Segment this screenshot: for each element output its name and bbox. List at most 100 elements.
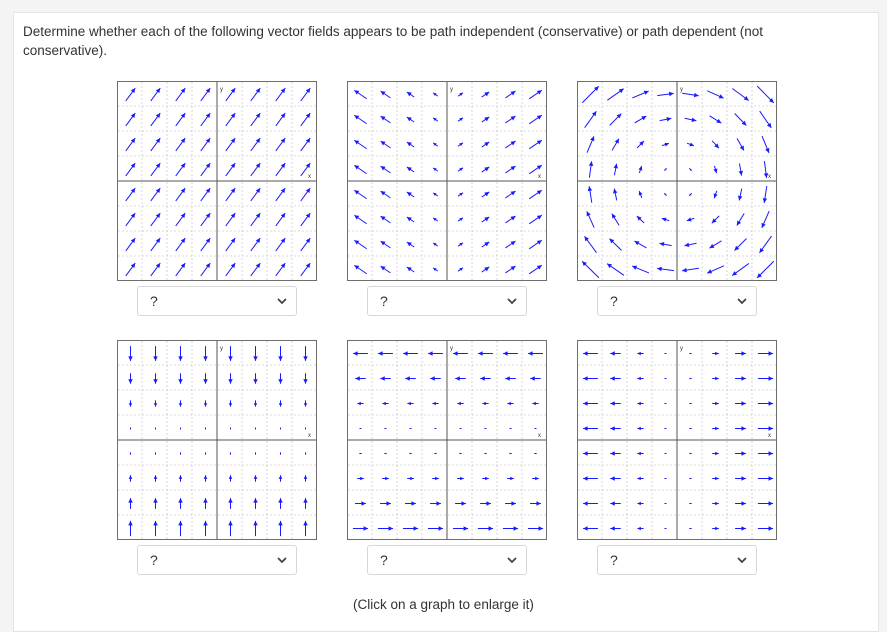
- vector-arrowhead: [280, 263, 286, 269]
- vector-arrowhead: [459, 142, 464, 147]
- vector-arrowhead: [228, 403, 233, 407]
- vector-field-plot-1: yx: [118, 82, 316, 280]
- answer-select-2[interactable]: ?: [367, 286, 527, 316]
- vector-arrowhead: [255, 213, 261, 219]
- vector-arrowhead: [254, 428, 257, 430]
- x-axis-label: x: [768, 174, 771, 180]
- vector-arrowhead: [536, 90, 542, 95]
- vector-arrowhead: [689, 193, 692, 196]
- vector-arrowhead: [690, 527, 692, 530]
- vector-arrowhead: [129, 452, 132, 454]
- vector-arrowhead: [153, 379, 158, 384]
- vector-arrowhead: [154, 452, 157, 454]
- vector-arrowhead: [534, 427, 536, 430]
- vector-arrowhead: [230, 238, 236, 244]
- vector-arrowhead: [610, 401, 615, 406]
- vector-arrowhead: [768, 376, 774, 381]
- vector-arrowhead: [664, 477, 666, 480]
- vector-arrowhead: [228, 356, 233, 361]
- vector-arrowhead: [761, 222, 766, 228]
- vector-arrowhead: [255, 188, 261, 194]
- vector-arrowhead: [513, 526, 519, 531]
- vector-arrowhead: [478, 351, 483, 356]
- vector-arrowhead: [303, 498, 308, 503]
- vector-arrowhead: [587, 186, 593, 192]
- vector-arrowhead: [354, 215, 360, 220]
- vector-arrowhead: [203, 403, 208, 407]
- vector-arrowhead: [253, 403, 258, 407]
- vector-arrowhead: [484, 241, 490, 247]
- vector-arrowhead: [638, 191, 643, 196]
- vector-arrowhead: [763, 173, 769, 178]
- vector-arrowhead: [690, 427, 692, 430]
- vector-arrowhead: [686, 217, 692, 222]
- vector-arrowhead: [510, 166, 516, 171]
- vector-arrowhead: [768, 401, 774, 406]
- vector-arrowhead: [768, 476, 774, 481]
- vector-arrowhead: [155, 263, 161, 269]
- answer-select-4[interactable]: ?: [137, 545, 297, 575]
- vector-arrowhead: [713, 168, 718, 174]
- vector-arrowhead: [715, 376, 719, 381]
- vector-arrowhead: [510, 452, 512, 455]
- vector-arrowhead: [203, 475, 208, 479]
- vector-arrowhead: [713, 193, 718, 199]
- vector-arrowhead: [715, 426, 719, 431]
- vector-arrowhead: [484, 141, 490, 147]
- answer-select-5[interactable]: ?: [367, 545, 527, 575]
- vector-arrowhead: [436, 501, 441, 506]
- vector-arrowhead: [354, 115, 360, 120]
- vector-arrowhead: [536, 265, 542, 270]
- answer-select-3[interactable]: ?: [597, 286, 757, 316]
- vector-arrowhead: [406, 141, 412, 147]
- vector-arrowhead: [178, 403, 183, 407]
- vector-arrowhead: [738, 170, 744, 176]
- vector-arrowhead: [664, 527, 666, 530]
- vector-arrowhead: [354, 190, 360, 195]
- vector-arrowhead: [155, 238, 161, 244]
- vector-arrowhead: [590, 136, 595, 142]
- vector-arrowhead: [406, 191, 412, 197]
- vector-arrowhead: [405, 376, 410, 381]
- vector-arrowhead: [178, 520, 183, 526]
- vector-arrowhead: [279, 428, 282, 430]
- vector-arrowhead: [637, 351, 641, 356]
- vector-arrowhead: [179, 452, 182, 454]
- vector-arrowhead: [510, 141, 516, 146]
- chevron-down-icon: [737, 557, 747, 564]
- vector-arrowhead: [480, 376, 485, 381]
- vector-arrowhead: [637, 401, 641, 406]
- vector-arrowhead: [380, 116, 386, 121]
- vector-arrowhead: [203, 520, 208, 526]
- vector-arrowhead: [380, 141, 386, 146]
- vector-arrowhead: [406, 241, 412, 247]
- vector-arrowhead: [689, 168, 692, 171]
- answer-select-1[interactable]: ?: [137, 286, 297, 316]
- answer-select-6[interactable]: ?: [597, 545, 757, 575]
- vector-arrowhead: [228, 520, 233, 526]
- question-text: Determine whether each of the following …: [23, 24, 763, 58]
- vector-arrowhead: [130, 138, 136, 144]
- vector-arrowhead: [411, 501, 416, 506]
- vector-arrowhead: [734, 245, 740, 251]
- vector-arrowhead: [536, 240, 542, 245]
- vector-arrowhead: [510, 91, 516, 96]
- vector-arrowhead: [536, 501, 541, 506]
- vector-arrowhead: [637, 501, 641, 506]
- vector-arrowhead: [155, 163, 161, 169]
- vector-arrowhead: [230, 188, 236, 194]
- vector-arrowhead: [484, 266, 490, 272]
- vector-arrowhead: [690, 452, 692, 455]
- vector-arrowhead: [153, 403, 158, 407]
- vector-arrowhead: [255, 238, 261, 244]
- vector-arrowhead: [203, 498, 208, 503]
- vector-arrowhead: [179, 428, 182, 430]
- vector-arrowhead: [180, 263, 186, 269]
- vector-arrowhead: [130, 238, 136, 244]
